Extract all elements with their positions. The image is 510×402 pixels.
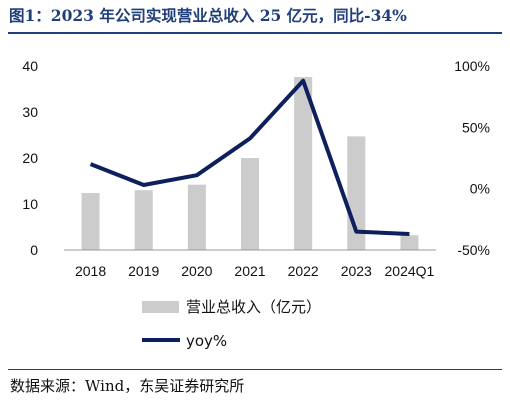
- right-tick-label: 50%: [462, 119, 490, 135]
- legend-line-label: yoy%: [186, 332, 227, 350]
- source-divider: [8, 369, 502, 370]
- right-tick-label: 0%: [470, 181, 490, 197]
- right-tick-label: 100%: [454, 58, 490, 74]
- bar-2020: [187, 184, 206, 250]
- x-axis-ticks: 2018 2019 2020 2021 2022 2023 2024Q1: [75, 263, 435, 279]
- left-tick-label: 30: [22, 104, 38, 120]
- bar-2018: [81, 192, 100, 250]
- left-tick-label: 0: [30, 242, 38, 258]
- right-axis-ticks: -50% 0% 50% 100%: [454, 58, 490, 258]
- bar-2019: [134, 190, 153, 250]
- source-note: 数据来源：Wind，东吴证券研究所: [10, 377, 245, 395]
- x-tick-label: 2019: [128, 263, 159, 279]
- legend-bar-label: 营业总收入（亿元）: [186, 298, 321, 316]
- yoy-line: [89, 78, 410, 237]
- chart-title: 图1：2023 年公司实现营业总收入 25 亿元，同比-34%: [9, 6, 407, 25]
- right-tick-label: -50%: [457, 242, 490, 258]
- x-tick-label: 2020: [181, 263, 212, 279]
- title-divider: [8, 32, 502, 34]
- left-axis-ticks: 0 10 20 30 40: [22, 58, 38, 258]
- x-tick-label: 2021: [234, 263, 265, 279]
- bar-2021: [241, 158, 259, 250]
- x-tick-label: 2024Q1: [385, 263, 435, 279]
- x-tick-label: 2018: [75, 263, 106, 279]
- left-tick-label: 20: [22, 150, 38, 166]
- x-tick-label: 2023: [341, 263, 372, 279]
- bar-series: [81, 77, 419, 250]
- bar-2024Q1: [400, 235, 419, 250]
- bar-2022: [294, 77, 313, 250]
- left-tick-label: 40: [22, 58, 38, 74]
- left-tick-label: 10: [22, 196, 38, 212]
- legend-bar-swatch: [142, 301, 179, 313]
- x-tick-label: 2022: [288, 263, 319, 279]
